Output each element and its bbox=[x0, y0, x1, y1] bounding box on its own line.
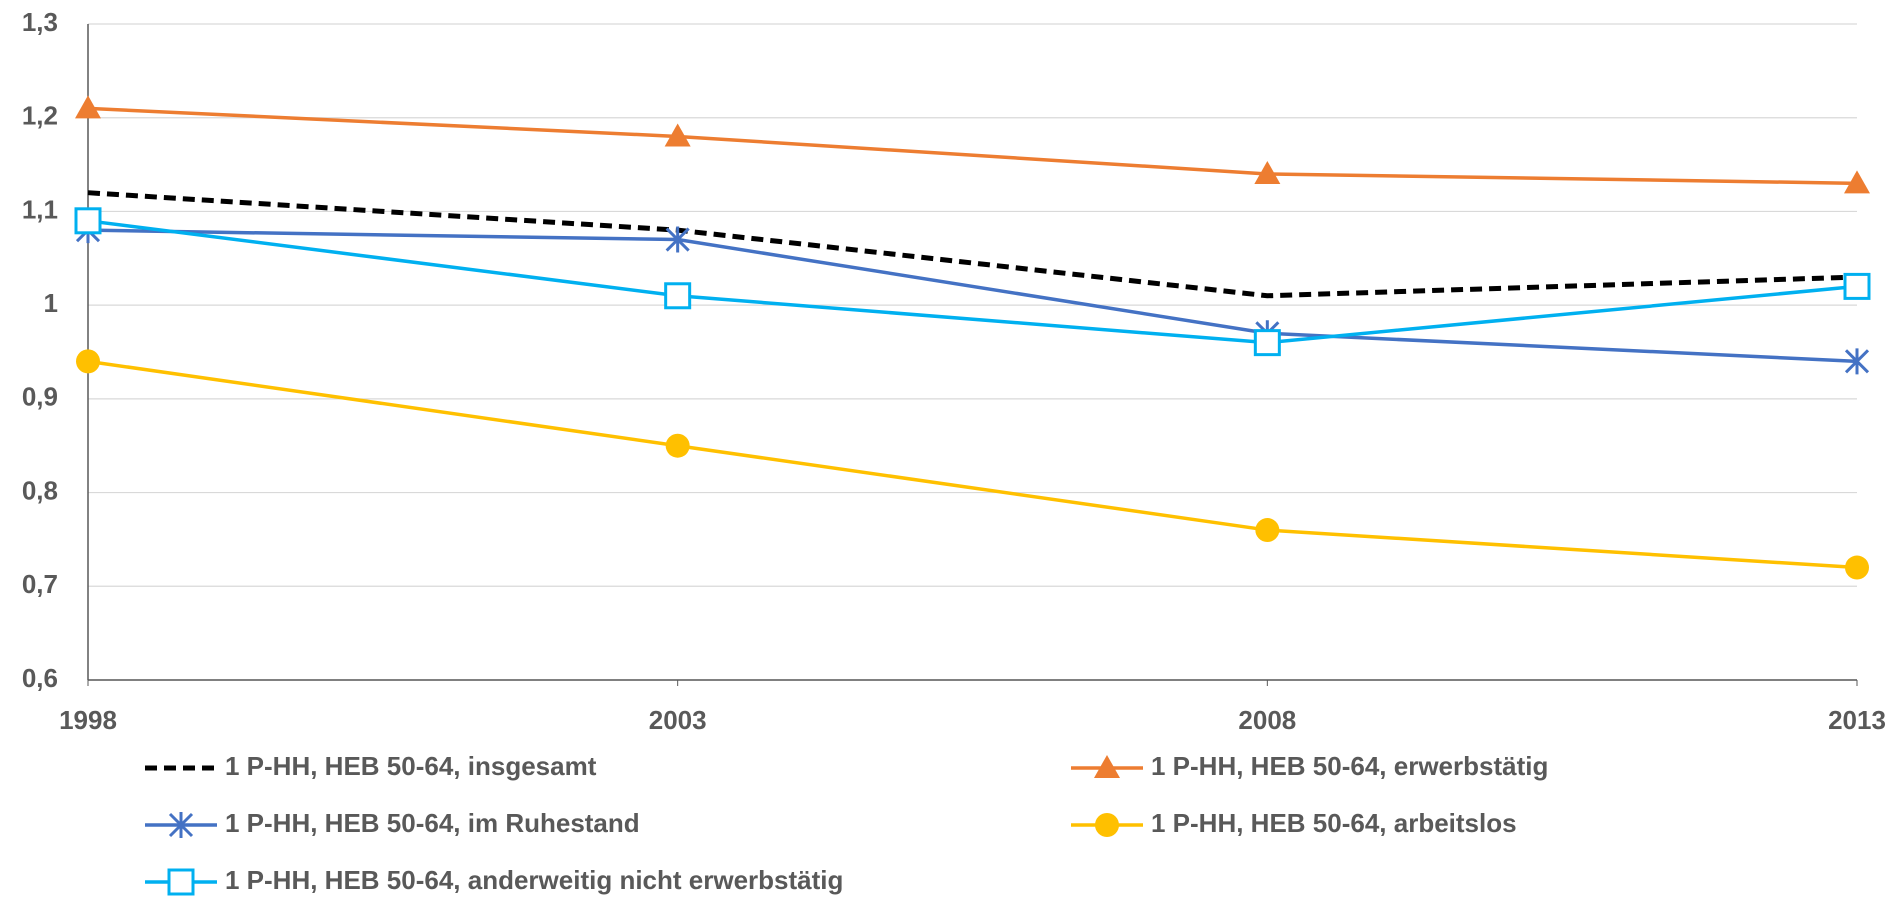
x-tick-label: 1998 bbox=[59, 705, 117, 735]
y-tick-label: 1,3 bbox=[22, 7, 58, 37]
y-tick-label: 0,7 bbox=[22, 569, 58, 599]
marker bbox=[74, 207, 102, 235]
y-tick-label: 1,1 bbox=[22, 194, 58, 224]
marker bbox=[1844, 170, 1870, 194]
marker bbox=[1845, 555, 1869, 580]
y-tick-label: 0,8 bbox=[22, 475, 58, 505]
marker bbox=[1254, 160, 1281, 184]
legend-label: 1 P-HH, HEB 50-64, insgesamt bbox=[225, 751, 597, 781]
marker bbox=[168, 812, 194, 838]
legend-label: 1 P-HH, HEB 50-64, erwerbstätig bbox=[1151, 751, 1548, 781]
legend-entry: 1 P-HH, HEB 50-64, erwerbstätig bbox=[1071, 751, 1548, 781]
marker bbox=[75, 95, 101, 119]
x-tick-label: 2008 bbox=[1238, 705, 1296, 735]
series-line bbox=[87, 190, 1858, 299]
x-tick-label: 2003 bbox=[649, 705, 707, 735]
marker bbox=[1095, 813, 1119, 837]
marker bbox=[1255, 518, 1280, 543]
marker bbox=[664, 123, 691, 147]
legend-entry: 1 P-HH, HEB 50-64, anderweitig nicht erw… bbox=[145, 865, 843, 896]
y-tick-label: 0,6 bbox=[22, 663, 58, 693]
marker bbox=[665, 433, 690, 458]
x-tick-label: 2013 bbox=[1828, 705, 1886, 735]
series-line bbox=[87, 106, 1858, 186]
marker bbox=[76, 349, 100, 374]
marker bbox=[665, 226, 690, 253]
marker bbox=[1253, 329, 1281, 357]
marker bbox=[1843, 272, 1871, 300]
legend-entry: 1 P-HH, HEB 50-64, insgesamt bbox=[145, 751, 597, 781]
legend-label: 1 P-HH, HEB 50-64, im Ruhestand bbox=[225, 808, 640, 838]
series-line bbox=[87, 228, 1858, 364]
y-tick-label: 0,9 bbox=[22, 382, 58, 412]
marker bbox=[1094, 755, 1120, 778]
legend-label: 1 P-HH, HEB 50-64, arbeitslos bbox=[1151, 808, 1517, 838]
legend-label: 1 P-HH, HEB 50-64, anderweitig nicht erw… bbox=[225, 865, 843, 895]
series-line bbox=[87, 219, 1858, 345]
marker bbox=[1844, 348, 1870, 375]
series-line bbox=[87, 359, 1858, 570]
legend-entry: 1 P-HH, HEB 50-64, im Ruhestand bbox=[145, 808, 640, 838]
y-tick-label: 1,2 bbox=[22, 101, 58, 131]
marker bbox=[664, 282, 692, 310]
marker bbox=[167, 868, 195, 896]
y-tick-label: 1 bbox=[44, 288, 58, 318]
legend-entry: 1 P-HH, HEB 50-64, arbeitslos bbox=[1071, 808, 1517, 838]
